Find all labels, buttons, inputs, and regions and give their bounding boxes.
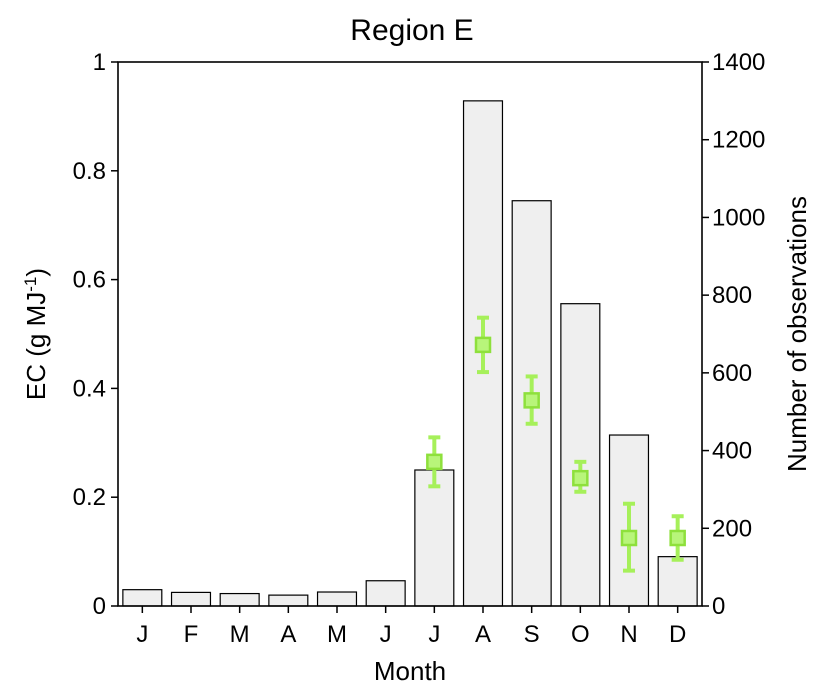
y-axis-left-title-close: ) — [21, 268, 51, 277]
data-point-3 — [572, 459, 589, 494]
bar-9 — [560, 303, 601, 607]
y-right-tick-label-2: 400 — [712, 438, 752, 465]
bar-0 — [122, 589, 163, 607]
bars-layer — [122, 100, 698, 607]
chart-title: Region E — [350, 14, 473, 47]
bar-5 — [365, 580, 406, 607]
data-point-4 — [620, 501, 638, 573]
data-point-1 — [474, 315, 492, 375]
y-right-tick-label-0: 0 — [712, 593, 725, 620]
x-tick-label-2: M — [230, 621, 250, 648]
bar-3 — [268, 594, 309, 607]
y-left-tick-label-1: 0.2 — [73, 484, 106, 511]
y-left-tick-label-2: 0.4 — [73, 375, 106, 402]
x-tick-label-6: J — [428, 621, 440, 648]
y-right-tick-label-1: 200 — [712, 515, 752, 542]
plot-frame — [117, 61, 703, 607]
x-tick-label-5: J — [380, 621, 392, 648]
x-tick-label-10: N — [620, 621, 637, 648]
data-point-5 — [669, 514, 686, 562]
x-tick-label-11: D — [669, 621, 686, 648]
marker-2 — [523, 392, 540, 409]
points-layer — [426, 315, 686, 573]
y-right-tick-label-6: 1200 — [712, 127, 765, 154]
marker-3 — [572, 469, 589, 487]
y-left-tick-label-3: 0.6 — [73, 267, 106, 294]
bar-4 — [316, 591, 358, 607]
y-right-tick-label-7: 1400 — [712, 49, 765, 76]
y-right-tick-label-3: 600 — [712, 360, 752, 387]
y-axis-right-title: Number of observations — [782, 196, 812, 472]
marker-0 — [426, 453, 443, 471]
bar-1 — [170, 591, 212, 607]
y-left-tick-label-5: 1 — [93, 49, 106, 76]
x-tick-label-1: F — [184, 621, 199, 648]
x-tick-label-4: M — [327, 621, 347, 648]
y-left-tick-label-0: 0 — [93, 593, 106, 620]
data-point-2 — [523, 374, 540, 426]
x-tick-label-3: A — [280, 621, 296, 648]
y-right-tick-label-5: 1000 — [712, 204, 765, 231]
x-tick-label-0: J — [136, 621, 148, 648]
bar-6 — [414, 469, 455, 607]
marker-5 — [669, 529, 686, 547]
data-point-0 — [426, 435, 443, 489]
y-left-tick-label-4: 0.8 — [73, 158, 106, 185]
y-axis-left-title-superscript: -1 — [21, 277, 40, 292]
bar-11 — [657, 556, 698, 607]
x-axis-title: Month — [374, 656, 446, 686]
bar-2 — [219, 592, 260, 607]
y-axis-left-title-main: EC (g MJ — [21, 292, 51, 400]
x-tick-label-8: S — [524, 621, 540, 648]
marker-1 — [474, 336, 492, 354]
axis-layer: J F M A M J J A S O N D00.20.40.60.8102004006008001… — [73, 49, 766, 648]
x-tick-label-9: O — [571, 621, 590, 648]
y-axis-left-title: EC (g MJ-1) — [21, 268, 51, 400]
y-right-tick-label-4: 800 — [712, 282, 752, 309]
x-tick-label-7: A — [475, 621, 491, 648]
marker-4 — [620, 529, 638, 547]
